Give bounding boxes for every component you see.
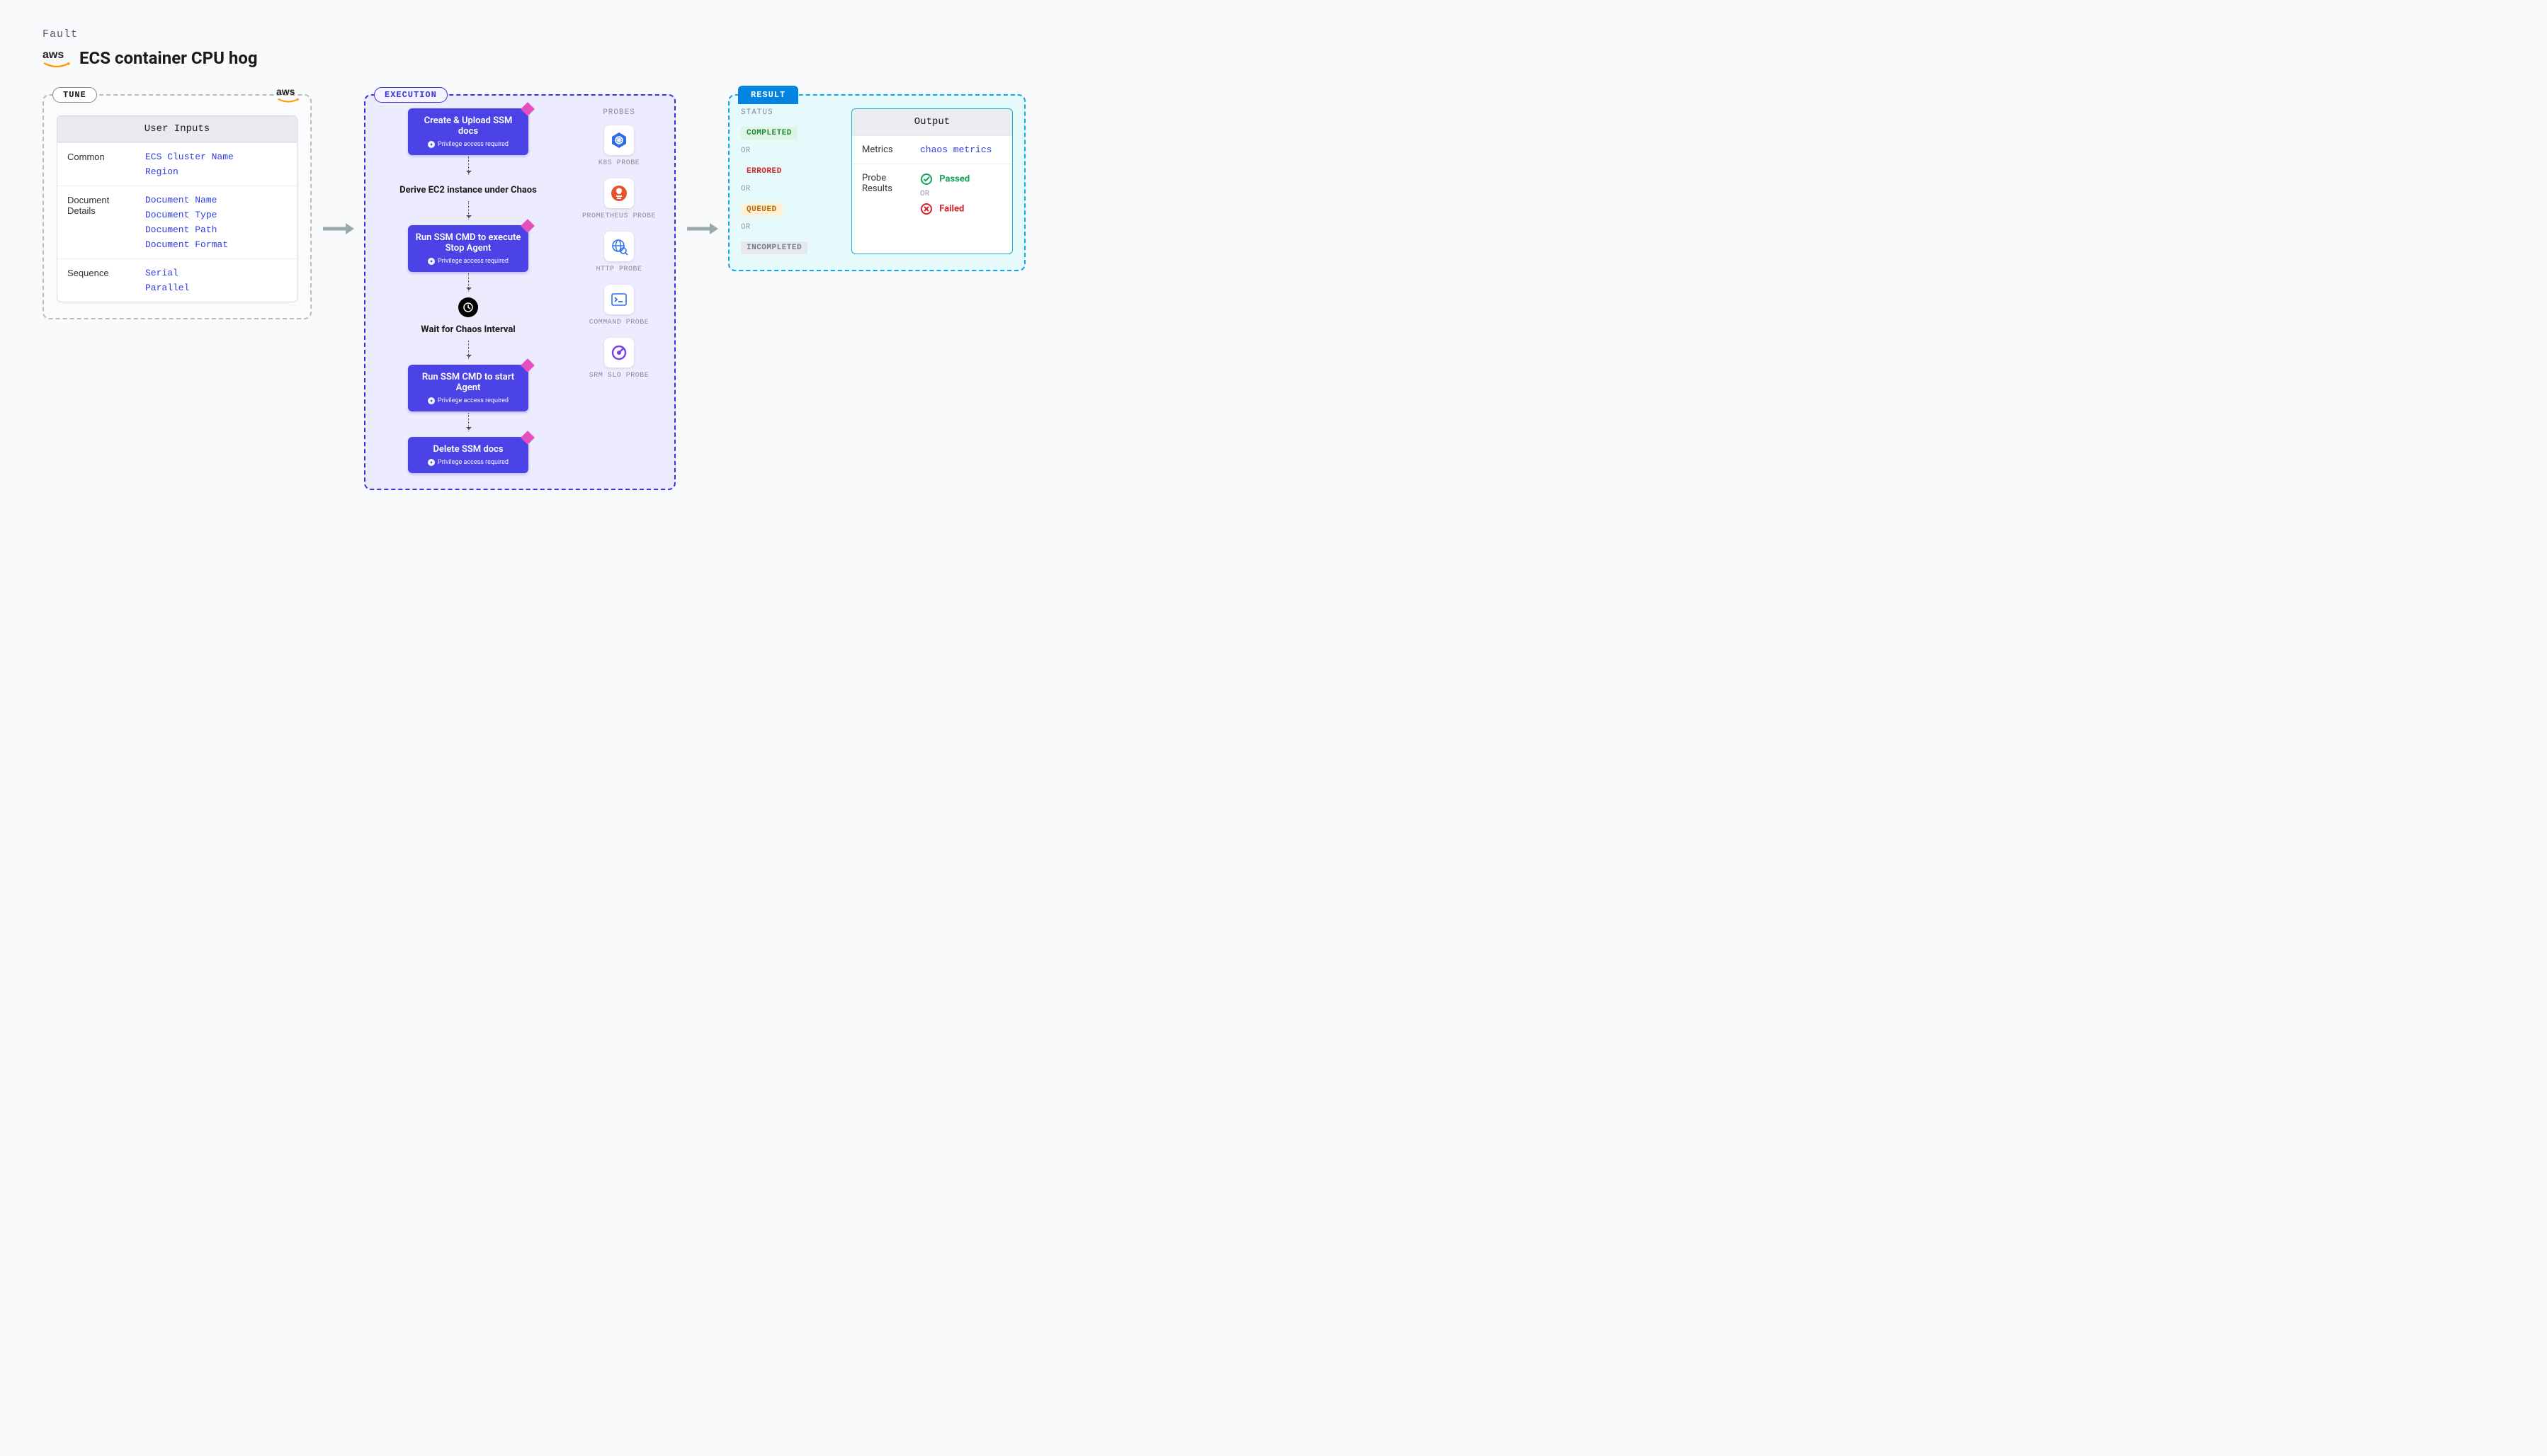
status-badge: INCOMPLETED — [741, 241, 807, 254]
terminal-icon — [604, 285, 634, 314]
privilege-corner-icon — [521, 358, 535, 372]
privilege-note: ✦Privilege access required — [415, 459, 521, 466]
prometheus-icon — [604, 178, 634, 208]
or-label: OR — [741, 223, 840, 232]
flow-arrow-icon — [468, 273, 469, 292]
flow-step: Delete SSM docs ✦Privilege access requir… — [408, 437, 528, 473]
input-value: Document Name — [145, 195, 228, 205]
flow-step-text: Create & Upload SSM docs — [415, 115, 521, 137]
globe-icon — [604, 232, 634, 261]
flow-arrow-icon — [468, 157, 469, 175]
probe-item: HTTP PROBE — [574, 232, 664, 273]
input-value: Region — [145, 166, 234, 177]
inputs-card: User Inputs Common ECS Cluster Name Regi… — [57, 115, 297, 302]
failed-label: Failed — [939, 203, 964, 214]
probe-item: K8S PROBE — [574, 125, 664, 167]
status-badge: QUEUED — [741, 203, 783, 216]
probe-label: K8S PROBE — [574, 159, 664, 167]
section-label: Document Details — [67, 195, 135, 250]
status-header: STATUS — [741, 108, 840, 117]
flow-step: Run SSM CMD to start Agent ✦Privilege ac… — [408, 365, 528, 411]
stage: TUNE aws User Inputs Common ECS Cluster … — [42, 94, 2505, 490]
flow-step-text: Run SSM CMD to execute Stop Agent — [415, 232, 521, 254]
or-label: OR — [920, 190, 970, 198]
svg-text:✦: ✦ — [429, 142, 433, 148]
probes-title: PROBES — [574, 108, 664, 117]
probe-item: SRM SLO PROBE — [574, 338, 664, 380]
input-value: Parallel — [145, 283, 189, 293]
x-circle-icon — [920, 203, 933, 215]
output-value: Passed OR Failed — [920, 173, 970, 215]
flow-arrow-icon — [468, 413, 469, 431]
privilege-corner-icon — [521, 102, 535, 116]
probe-item: PROMETHEUS PROBE — [574, 178, 664, 220]
section-label: Common — [67, 152, 135, 177]
section-label: Sequence — [67, 268, 135, 293]
flow-step-text: Run SSM CMD to start Agent — [415, 372, 521, 393]
probes-column: PROBES K8S PROBE PROMETHEUS PROBE HTTP P… — [574, 108, 664, 473]
flow-step: Create & Upload SSM docs ✦Privilege acce… — [408, 108, 528, 155]
probe-label: PROMETHEUS PROBE — [574, 212, 664, 220]
or-label: OR — [741, 185, 840, 193]
arrow-right-icon — [322, 222, 354, 236]
flow-step: Derive EC2 instance under Chaos — [397, 181, 540, 200]
output-row-metrics: Metrics chaos metrics — [852, 135, 1012, 164]
status-badge: ERRORED — [741, 165, 788, 178]
inputs-section-document: Document Details Document Name Document … — [57, 186, 297, 258]
tune-panel: TUNE aws User Inputs Common ECS Cluster … — [42, 94, 312, 319]
privilege-corner-icon — [521, 219, 535, 233]
or-label: OR — [741, 147, 840, 155]
inputs-header: User Inputs — [57, 116, 297, 142]
page-title: ECS container CPU hog — [79, 48, 258, 68]
input-value: Document Path — [145, 224, 228, 235]
flow-step: Wait for Chaos Interval — [418, 320, 518, 339]
aws-badge-icon: aws — [276, 84, 300, 103]
result-tab: RESULT — [738, 86, 798, 104]
output-label: Metrics — [862, 144, 912, 155]
privilege-note: ✦Privilege access required — [415, 397, 521, 404]
execution-panel: EXECUTION Create & Upload SSM docs ✦Priv… — [364, 94, 676, 490]
execution-tab: EXECUTION — [374, 87, 448, 103]
flow-arrow-icon — [468, 201, 469, 220]
privilege-note: ✦Privilege access required — [415, 258, 521, 265]
input-value: Serial — [145, 268, 189, 278]
tune-tab: TUNE — [52, 87, 97, 103]
flow-step: Run SSM CMD to execute Stop Agent ✦Privi… — [408, 225, 528, 272]
metrics-link[interactable]: chaos metrics — [920, 144, 992, 155]
title-row: aws ECS container CPU hog — [42, 47, 2505, 69]
inputs-section-sequence: Sequence Serial Parallel — [57, 258, 297, 302]
flow-step-text: Delete SSM docs — [415, 444, 521, 455]
svg-text:✦: ✦ — [429, 399, 433, 404]
clock-icon — [458, 297, 478, 317]
probe-label: COMMAND PROBE — [574, 319, 664, 326]
check-circle-icon — [920, 173, 933, 186]
privilege-corner-icon — [521, 431, 535, 445]
probe-label: SRM SLO PROBE — [574, 372, 664, 380]
svg-text:✦: ✦ — [429, 460, 433, 466]
probe-label: HTTP PROBE — [574, 266, 664, 273]
aws-logo-icon: aws — [42, 47, 71, 69]
output-header: Output — [852, 109, 1012, 135]
input-value: Document Type — [145, 210, 228, 220]
flow-arrow-icon — [468, 341, 469, 359]
privilege-note: ✦Privilege access required — [415, 141, 521, 148]
status-column: STATUS COMPLETED OR ERRORED OR QUEUED OR… — [741, 108, 840, 254]
arrow-right-icon — [686, 222, 718, 236]
flow-column: Create & Upload SSM docs ✦Privilege acce… — [375, 108, 561, 473]
output-label: Probe Results — [862, 173, 912, 215]
k8s-icon — [604, 125, 634, 155]
input-value: Document Format — [145, 239, 228, 250]
output-card: Output Metrics chaos metrics Probe Resul… — [851, 108, 1013, 254]
output-row-probe-results: Probe Results Passed OR Failed — [852, 164, 1012, 224]
result-panel: RESULT STATUS COMPLETED OR ERRORED OR QU… — [728, 94, 1026, 271]
status-badge: COMPLETED — [741, 127, 798, 140]
passed-label: Passed — [939, 174, 970, 184]
svg-text:✦: ✦ — [429, 259, 433, 265]
slo-icon — [604, 338, 634, 368]
input-value: ECS Cluster Name — [145, 152, 234, 162]
fault-label: Fault — [42, 28, 2505, 40]
probe-item: COMMAND PROBE — [574, 285, 664, 326]
inputs-section-common: Common ECS Cluster Name Region — [57, 142, 297, 186]
